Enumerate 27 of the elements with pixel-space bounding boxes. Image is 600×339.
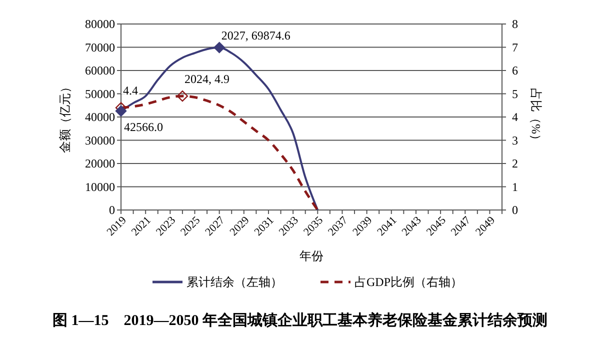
- annotation: 2024, 4.9: [184, 72, 230, 86]
- y2-tick-label: 5: [512, 86, 518, 101]
- y2-tick-label: 0: [512, 203, 518, 218]
- annotation: 2027, 69874.6: [221, 28, 290, 43]
- y-tick-label: 60000: [85, 64, 115, 78]
- legend-label: 累计结余（左轴）: [186, 275, 282, 290]
- y2-tick-label: 4: [512, 110, 518, 124]
- y-tick-label: 20000: [85, 156, 115, 171]
- y-tick-label: 70000: [85, 40, 115, 54]
- y-tick-label: 30000: [85, 133, 115, 148]
- y2-axis-title: 占比（%）: [529, 88, 543, 146]
- legend-label: 占GDP比例（右轴）: [354, 275, 463, 290]
- y2-tick-label: 2: [512, 156, 518, 171]
- y2-tick-label: 7: [512, 40, 518, 54]
- y2-tick-label: 1: [512, 180, 518, 194]
- y-tick-label: 10000: [85, 180, 115, 194]
- y-tick-label: 40000: [85, 110, 115, 124]
- y2-tick-label: 3: [512, 133, 518, 148]
- y-tick-label: 50000: [85, 86, 115, 101]
- y2-tick-label: 6: [512, 64, 518, 78]
- y-tick-label: 80000: [85, 17, 115, 32]
- annotation: 42566.0: [124, 120, 163, 134]
- y-axis-title: 金额（亿元）: [58, 81, 72, 153]
- y2-tick-label: 8: [512, 17, 518, 32]
- text: 图 1—15 2019—2050 年全国城镇企业职工基本养老保险基金累计结余预测: [52, 311, 548, 329]
- y-tick-label: 0: [109, 203, 115, 218]
- x-axis-title: 年份: [300, 249, 324, 263]
